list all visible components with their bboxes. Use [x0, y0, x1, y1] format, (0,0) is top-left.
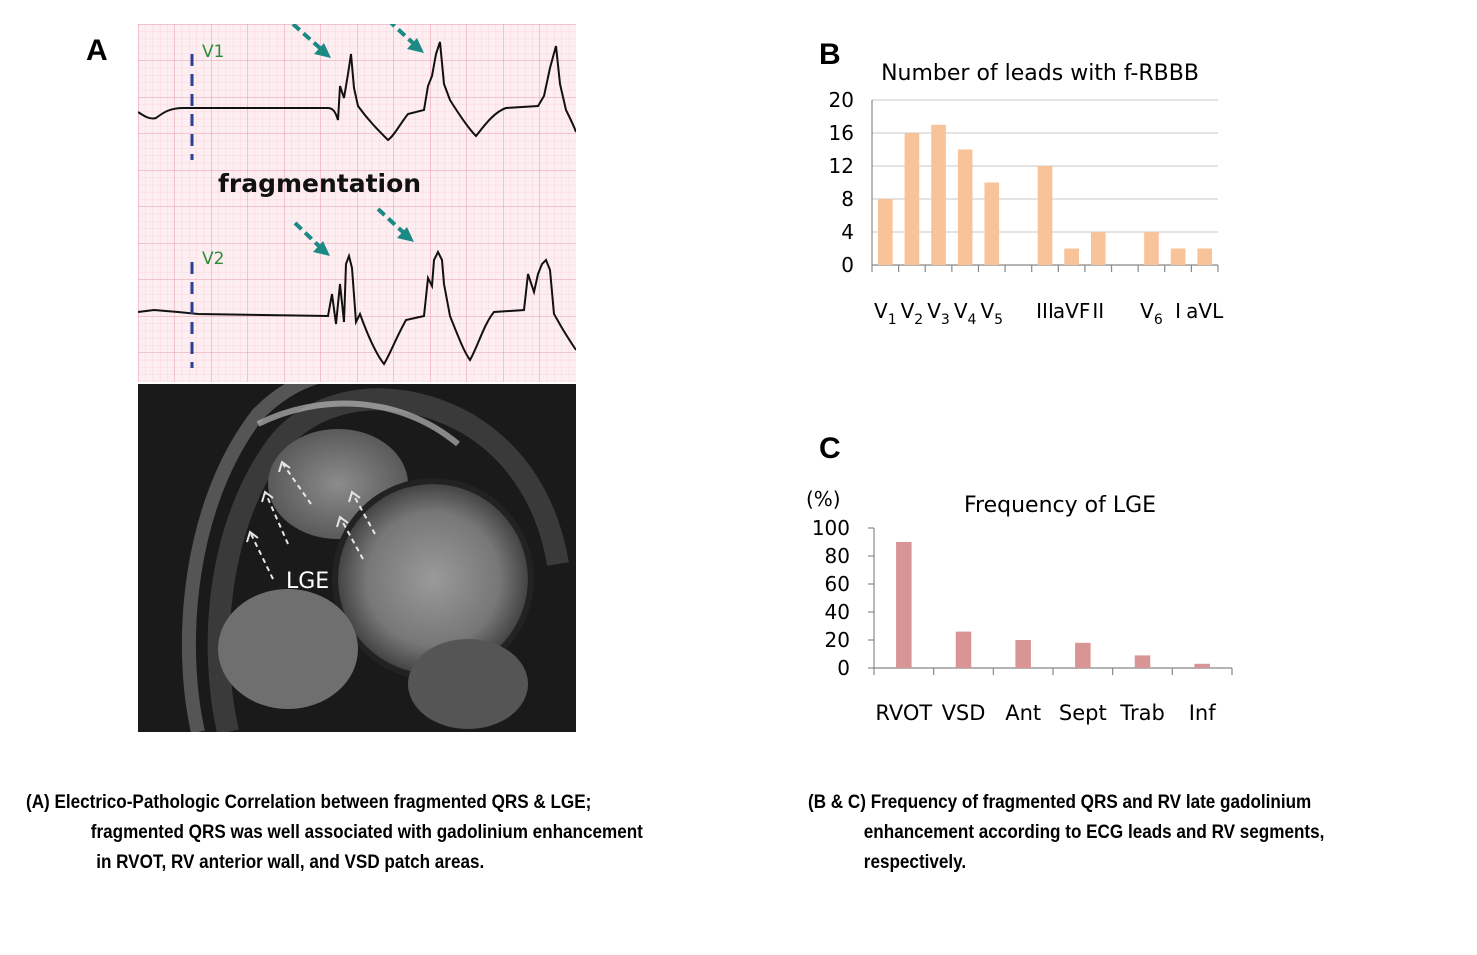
chart-b-bar: [957, 149, 973, 265]
chart-b-ytick: 8: [841, 187, 854, 211]
chart-b-xlabel: V6: [1140, 299, 1163, 328]
chart-c-bar: [1015, 640, 1031, 668]
chart-c-bar: [1075, 642, 1091, 668]
chart-b-ytick: 16: [829, 121, 854, 145]
chart-c-ytick: 60: [825, 572, 850, 596]
chart-b: Number of leads with f-RBBB 0 4 8 12 16 20 V1…: [829, 61, 1225, 328]
chart-b-xlabel: V5: [980, 299, 1003, 328]
chart-c-bar: [1194, 663, 1210, 668]
panel-b-letter: B: [819, 38, 841, 71]
chart-c-ytick: 20: [825, 628, 850, 652]
caption-left-line-1: (A) Electrico-Pathologic Correlation bet…: [26, 792, 592, 813]
lead-label-v2: V2: [202, 249, 224, 269]
chart-b-bar: [904, 133, 920, 265]
ecg-trace-v2: [138, 249, 576, 366]
chart-c-bar: [1134, 655, 1151, 668]
chart-b-bar: [1090, 232, 1106, 265]
ecg-tracing: V1 V2 fragmentation: [138, 24, 576, 382]
chart-b-xlabel: aVL: [1186, 299, 1224, 323]
lge-arrow-icon: [250, 463, 376, 580]
arrow-icon: [291, 24, 424, 256]
lead-label-v1: V1: [202, 42, 224, 62]
caption-right-line-1: (B & C) Frequency of fragmented QRS and …: [808, 792, 1312, 813]
chart-b-xlabel: V4: [954, 299, 977, 328]
chart-c-ytick: 0: [837, 656, 850, 680]
caption-left-line-3: in RVOT, RV anterior wall, and VSD patch…: [96, 852, 485, 873]
chart-c-xlabel: Sept: [1059, 701, 1107, 725]
chart-b-xlabel: III: [1036, 299, 1054, 323]
panel-a-letter: A: [86, 34, 108, 67]
chart-c-xlabel: Trab: [1119, 701, 1165, 725]
chart-b-ytick: 0: [841, 253, 854, 277]
chart-c-bar: [896, 542, 912, 668]
fragmentation-label: fragmentation: [218, 169, 421, 198]
chart-c-ytick: 100: [812, 516, 850, 540]
lge-label: LGE: [286, 569, 329, 594]
chart-c-xlabel: Inf: [1189, 701, 1217, 725]
chart-b-bar: [931, 124, 946, 265]
chart-b-bar: [984, 182, 1000, 265]
chart-c-ytick: 80: [825, 544, 850, 568]
mri-image: LGE: [138, 384, 576, 732]
chart-b-ytick: 4: [841, 220, 854, 244]
chart-b-xlabel: V2: [901, 299, 924, 328]
chart-b-ytick: 12: [829, 154, 854, 178]
chart-c-xlabel: VSD: [942, 701, 986, 725]
chart-c-xlabel: RVOT: [875, 701, 932, 725]
chart-b-xlabel: aVF: [1053, 299, 1090, 323]
chart-c-bar: [955, 631, 972, 668]
chart-b-bar: [1064, 248, 1079, 265]
chart-b-bar: [1170, 248, 1186, 265]
chart-c-ylabel: (%): [806, 487, 841, 511]
chart-b-xlabel: V3: [927, 299, 950, 328]
chart-b-bar: [877, 199, 893, 265]
caption-right: (B & C) Frequency of fragmented QRS and …: [808, 788, 1324, 878]
chart-b-xlabel: V1: [874, 299, 897, 328]
chart-c-xlabel: Ant: [1005, 701, 1041, 725]
caption-right-line-3: respectively.: [863, 852, 967, 873]
chart-b-xlabel: I: [1175, 299, 1181, 323]
ecg-trace-v1: [138, 41, 576, 142]
chart-b-title: Number of leads with f-RBBB: [881, 61, 1199, 86]
chart-b-ytick: 20: [829, 88, 854, 112]
panel-c-letter: C: [819, 432, 841, 465]
caption-right-line-2: enhancement according to ECG leads and R…: [863, 822, 1325, 843]
chart-b-bar: [1197, 248, 1213, 265]
chart-b-bar: [1037, 166, 1053, 265]
chart-c-ytick: 40: [825, 600, 850, 624]
chart-b-bar: [1144, 232, 1159, 265]
chart-c: (%) Frequency of LGE 0 20 40 60 80 100 RVOT VS…: [806, 487, 1233, 725]
caption-left: (A) Electrico-Pathologic Correlation bet…: [26, 788, 643, 878]
chart-b-xlabel: II: [1092, 299, 1104, 323]
chart-c-title: Frequency of LGE: [964, 493, 1156, 518]
caption-left-line-2: fragmented QRS was well associated with …: [90, 822, 643, 843]
